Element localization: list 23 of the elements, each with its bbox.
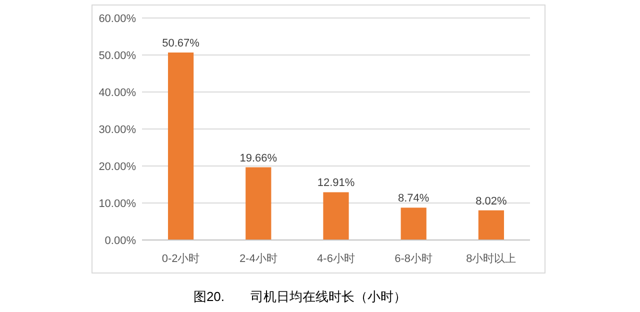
y-tick-label: 50.00% bbox=[98, 50, 136, 62]
bar bbox=[400, 208, 426, 240]
bar bbox=[168, 52, 194, 240]
data-label: 12.91% bbox=[317, 177, 355, 190]
x-tick-label: 8小时以上 bbox=[466, 252, 516, 265]
y-tick-label: 30.00% bbox=[98, 124, 136, 136]
y-tick-label: 40.00% bbox=[98, 87, 136, 99]
data-label: 19.66% bbox=[240, 152, 278, 164]
y-tick-label: 60.00% bbox=[98, 13, 136, 25]
x-tick-label: 6-8小时 bbox=[394, 252, 433, 265]
bar bbox=[323, 192, 349, 240]
y-tick-label: 20.00% bbox=[98, 161, 136, 173]
x-tick-label: 4-6小时 bbox=[317, 252, 355, 265]
bar bbox=[478, 210, 504, 240]
x-tick-label: 2-4小时 bbox=[239, 252, 278, 265]
data-label: 8.02% bbox=[476, 195, 508, 208]
data-label: 50.67% bbox=[162, 38, 200, 50]
text: 图20. 司机日均在线时长（小时） bbox=[193, 289, 407, 304]
bar bbox=[246, 167, 272, 240]
y-tick-label: 0.00% bbox=[104, 235, 136, 247]
data-label: 8.74% bbox=[398, 192, 430, 205]
x-tick-label: 0-2小时 bbox=[162, 252, 200, 265]
y-tick-label: 10.00% bbox=[98, 198, 136, 210]
